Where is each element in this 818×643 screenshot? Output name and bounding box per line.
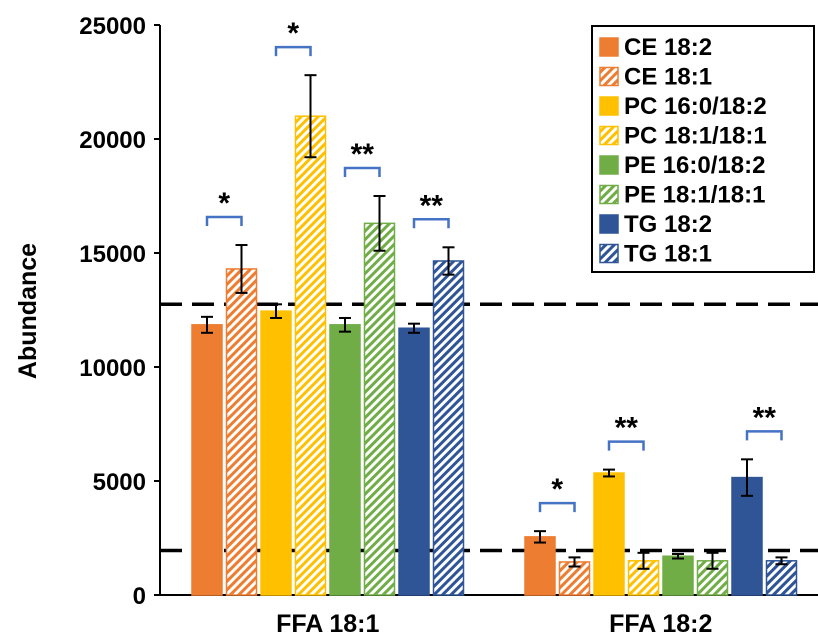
legend-label: CE 18:1 [624,64,712,91]
legend-label: PE 18:1/18:1 [624,182,765,209]
significance-bracket [745,430,783,441]
y-tick-label: 20000 [79,127,146,154]
legend-label: TG 18:1 [624,241,712,268]
legend-label: PC 16:0/18:2 [624,93,767,120]
bar [662,555,694,596]
legend-label: PC 18:1/18:1 [624,123,767,150]
bar [329,324,361,596]
significance-bracket [205,215,243,227]
error-bars [201,74,788,570]
significance-bracket [274,45,312,57]
y-tick-label: 25000 [79,13,146,40]
bar [191,324,223,596]
legend-swatch [599,214,619,234]
significance-label: * [551,473,563,506]
bar [363,222,396,596]
significance-label: ** [420,189,444,222]
significance-label: * [287,17,299,50]
significance-label: ** [753,401,777,434]
legend-swatch [599,96,619,116]
legend-label: PE 16:0/18:2 [624,152,765,179]
category-label: FFA 18:1 [276,610,379,638]
legend-swatch [599,155,619,175]
category-label: FFA 18:2 [609,610,712,638]
significance-bracket [538,501,576,513]
significance-bracket [343,166,381,177]
y-tick-label: 5000 [93,469,146,496]
bar [731,476,763,596]
bar [260,310,292,596]
significance-label: ** [615,412,639,445]
bar [225,268,258,596]
bar [398,327,430,596]
bar [593,472,625,596]
significance-label: * [218,187,230,220]
significance-bracket [607,440,645,451]
bars [191,115,798,596]
significance-bracket [412,218,450,229]
bar [524,536,556,596]
reference-lines [160,302,818,553]
bar [765,560,798,596]
legend-swatch [599,66,619,87]
category-labels: FFA 18:1 FFA 18:2 [276,610,712,638]
y-tick-label: 10000 [79,355,146,382]
legend-box [591,25,815,273]
legend-swatch [599,184,619,205]
y-tick-label: 0 [133,583,146,610]
legend-swatch [599,243,619,264]
bar [294,115,327,596]
legend-swatch [599,125,619,146]
significance-label: ** [351,138,375,171]
legend-label: TG 18:2 [624,211,712,238]
legend: CE 18:2CE 18:1PC 16:0/18:2PC 18:1/18:1PE… [591,25,815,273]
legend-label: CE 18:2 [624,34,712,61]
y-tick-label: 15000 [79,241,146,268]
significance-markers: ********* ** [205,17,783,513]
y-axis-title: Abundance [14,243,42,379]
legend-swatch [599,37,619,57]
bar [432,260,465,596]
